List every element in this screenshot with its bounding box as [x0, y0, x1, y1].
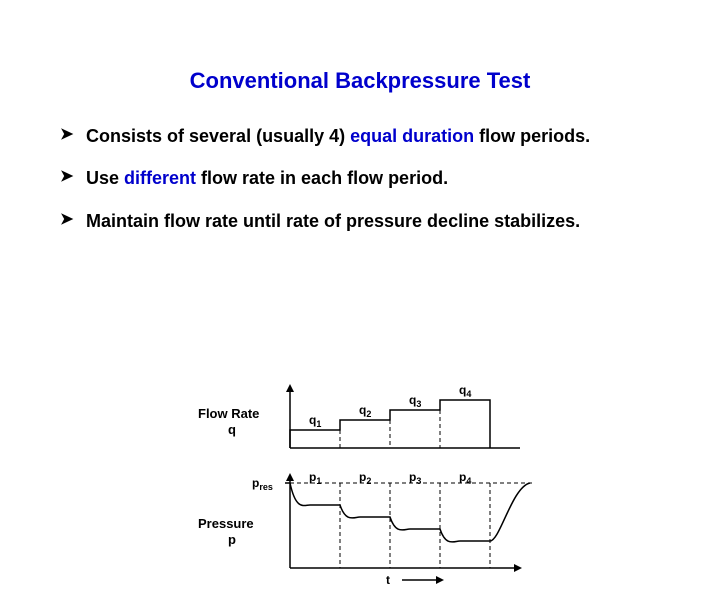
- diagram: q1q2q3q4Flow Rateqpresp1p2p3p4Pressurept: [180, 378, 580, 588]
- svg-text:t: t: [386, 573, 390, 587]
- svg-text:Pressure: Pressure: [198, 516, 254, 531]
- bullet-item: ➤ Use different flow rate in each flow p…: [60, 166, 660, 190]
- bullet-arrow-icon: ➤: [60, 124, 80, 146]
- svg-text:Flow Rate: Flow Rate: [198, 406, 259, 421]
- svg-text:p3: p3: [409, 470, 421, 486]
- bullet-arrow-icon: ➤: [60, 166, 80, 188]
- svg-text:p2: p2: [359, 470, 371, 486]
- svg-text:q: q: [228, 422, 236, 437]
- svg-text:q3: q3: [409, 393, 421, 409]
- bullet-item: ➤ Maintain flow rate until rate of press…: [60, 209, 660, 233]
- svg-text:q4: q4: [459, 383, 471, 399]
- svg-text:p1: p1: [309, 470, 321, 486]
- svg-text:p4: p4: [459, 470, 471, 486]
- diagram-svg: q1q2q3q4Flow Rateqpresp1p2p3p4Pressurept: [180, 378, 580, 588]
- bullet-list: ➤ Consists of several (usually 4) equal …: [60, 124, 660, 233]
- bullet-text: Consists of several (usually 4) equal du…: [86, 124, 660, 148]
- bullet-item: ➤ Consists of several (usually 4) equal …: [60, 124, 660, 148]
- svg-text:pres: pres: [252, 476, 273, 492]
- svg-text:q2: q2: [359, 403, 371, 419]
- page-title: Conventional Backpressure Test: [0, 68, 720, 94]
- bullet-text: Maintain flow rate until rate of pressur…: [86, 209, 660, 233]
- bullet-text: Use different flow rate in each flow per…: [86, 166, 660, 190]
- bullet-arrow-icon: ➤: [60, 209, 80, 231]
- svg-text:q1: q1: [309, 413, 321, 429]
